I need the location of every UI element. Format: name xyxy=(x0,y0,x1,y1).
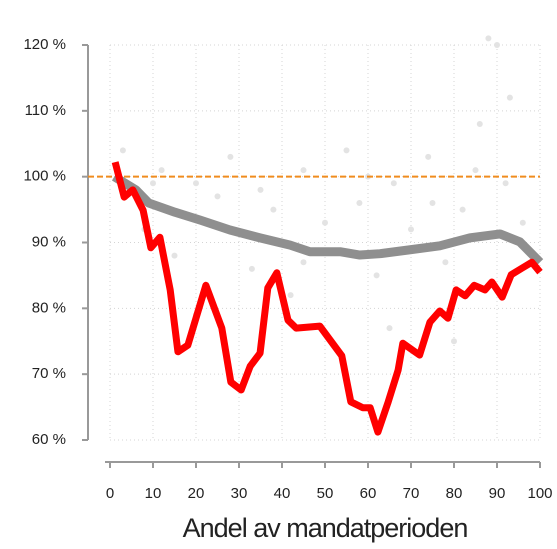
background-point xyxy=(270,206,277,213)
background-point xyxy=(150,180,156,187)
x-tick-label: 10 xyxy=(145,485,162,502)
x-tick-label: 40 xyxy=(274,485,291,502)
background-point xyxy=(429,200,436,206)
background-point xyxy=(442,259,449,266)
background-point xyxy=(343,147,350,154)
background-point xyxy=(519,219,526,226)
background-point xyxy=(476,121,483,127)
x-tick-label: 30 xyxy=(231,485,248,502)
y-tick-label: 100 % xyxy=(23,168,66,185)
y-tick-label: 60 % xyxy=(32,431,66,448)
background-point xyxy=(451,338,457,345)
x-tick-label: 80 xyxy=(446,485,463,502)
x-tick-label: 20 xyxy=(188,485,205,502)
background-point xyxy=(425,153,432,160)
background-point xyxy=(356,200,363,206)
background-point xyxy=(214,193,221,200)
background-point xyxy=(322,219,328,226)
background-point xyxy=(287,292,294,299)
background-point xyxy=(300,259,307,266)
x-tick-label: 100 xyxy=(527,485,552,502)
line xyxy=(111,172,544,266)
background-point xyxy=(227,153,234,160)
background-point xyxy=(408,226,414,233)
background-point xyxy=(390,180,397,187)
x-tick-label: 90 xyxy=(489,485,506,502)
background-point xyxy=(459,206,466,213)
x-tick-label: 70 xyxy=(403,485,420,502)
y-tick-label: 110 % xyxy=(25,102,66,119)
background-point xyxy=(119,147,126,154)
line xyxy=(111,161,543,436)
background-point xyxy=(485,35,492,42)
background-point xyxy=(158,167,165,174)
y-tick-label: 70 % xyxy=(32,365,66,382)
x-tick-label: 0 xyxy=(106,485,114,502)
background-point xyxy=(257,186,264,193)
background-point xyxy=(373,272,380,279)
background-point xyxy=(193,180,199,187)
x-tick-label: 60 xyxy=(360,485,377,502)
background-point xyxy=(494,42,500,48)
y-tick-label: 90 % xyxy=(32,233,66,250)
background-point xyxy=(506,94,513,101)
background-point xyxy=(300,167,307,174)
background-point xyxy=(386,325,393,332)
background-point xyxy=(472,167,479,174)
y-tick-label: 80 % xyxy=(32,299,66,316)
background-point xyxy=(248,265,255,272)
background-point xyxy=(502,180,509,187)
y-tick-label: 120 % xyxy=(23,36,66,53)
x-tick-label: 50 xyxy=(317,485,334,502)
background-point xyxy=(171,252,178,259)
x-axis-title: Andel av mandatperioden xyxy=(183,513,468,543)
